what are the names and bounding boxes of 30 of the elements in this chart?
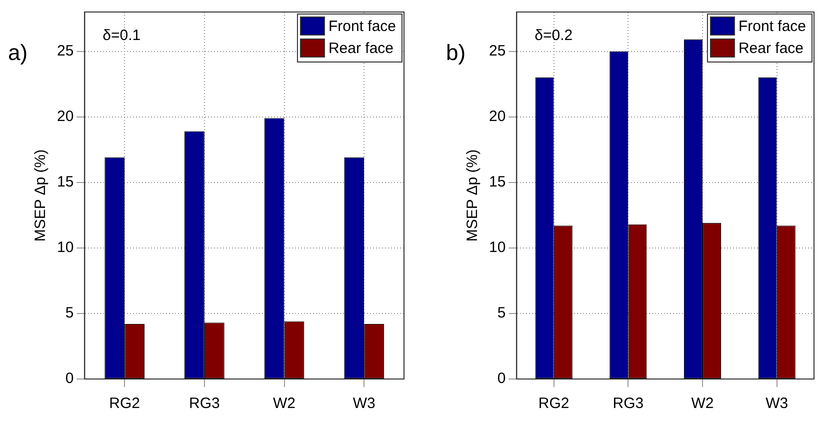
y-axis-title: MSEP Δp (%) bbox=[464, 149, 482, 242]
y-tick-label: 0 bbox=[497, 370, 506, 388]
x-tick-label: RG3 bbox=[612, 395, 644, 412]
x-tick-label: W3 bbox=[352, 395, 376, 412]
x-tick-label: RG2 bbox=[109, 395, 140, 412]
y-axis-title: MSEP Δp (%) bbox=[32, 149, 50, 242]
y-tick-label: 0 bbox=[65, 370, 74, 388]
y-tick-label: 10 bbox=[488, 239, 506, 256]
x-tick-label: W3 bbox=[766, 395, 788, 412]
y-tick-label: 20 bbox=[488, 108, 506, 125]
y-tick-label: 5 bbox=[65, 304, 74, 322]
legend-label: Front face bbox=[328, 18, 396, 36]
legend-label: Rear face bbox=[738, 40, 804, 58]
y-tick-label: 15 bbox=[488, 174, 506, 191]
y-tick-label: 15 bbox=[56, 174, 74, 191]
annotation: δ=0.2 bbox=[534, 27, 573, 44]
text: b) bbox=[446, 40, 466, 66]
x-tick-label: RG3 bbox=[189, 395, 220, 412]
y-tick-label: 10 bbox=[56, 239, 74, 256]
x-tick-label: RG2 bbox=[538, 395, 570, 412]
y-tick-label: 5 bbox=[497, 304, 506, 322]
x-tick-label: W2 bbox=[273, 395, 296, 412]
y-tick-label: 25 bbox=[56, 42, 74, 60]
legend-label: Front face bbox=[738, 18, 806, 36]
text: a) bbox=[8, 40, 28, 66]
y-tick-label: 20 bbox=[56, 108, 74, 125]
legend-label: Rear face bbox=[328, 40, 394, 58]
x-tick-label: W2 bbox=[691, 395, 714, 412]
y-tick-label: 25 bbox=[488, 42, 506, 60]
annotation: δ=0.1 bbox=[102, 27, 141, 44]
